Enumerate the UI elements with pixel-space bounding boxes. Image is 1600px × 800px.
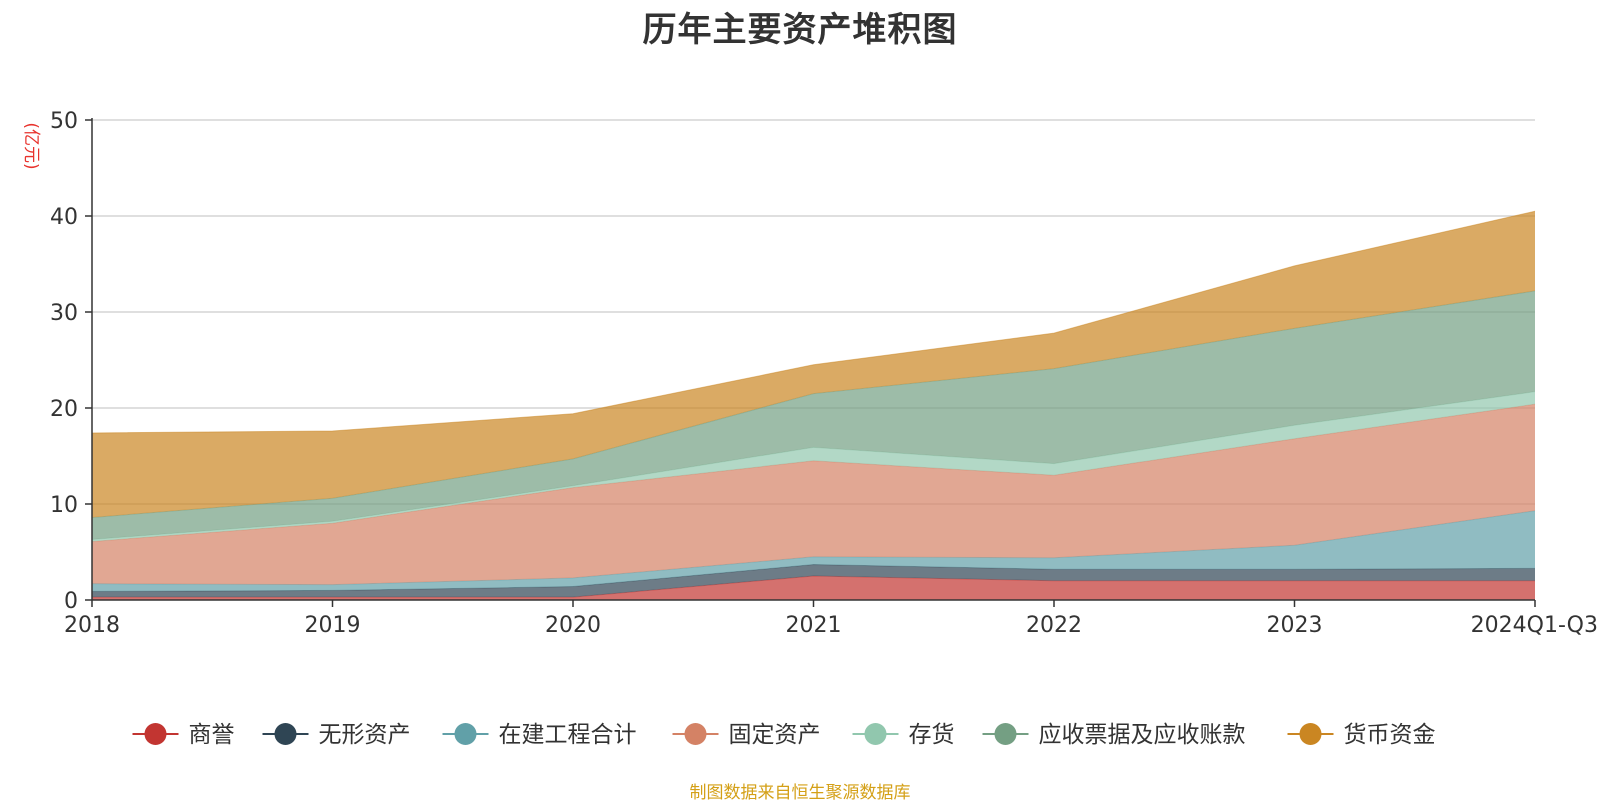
footer-source: 制图数据来自恒生聚源数据库	[689, 783, 911, 800]
x-tick-label: 2021	[786, 613, 842, 638]
legend-marker	[454, 723, 477, 745]
legend-item: 无形资产	[262, 722, 411, 748]
y-axis-label: (亿元)	[21, 122, 41, 169]
x-tick-label: 2022	[1026, 613, 1082, 638]
legend-label: 无形资产	[319, 722, 411, 748]
y-tick-label: 40	[50, 205, 78, 230]
legend-marker	[864, 723, 887, 745]
area-series	[92, 510, 1535, 592]
y-tick-label: 10	[50, 493, 78, 518]
legend-label: 固定资产	[729, 722, 821, 748]
legend-label: 货币资金	[1344, 722, 1436, 748]
chart-title: 历年主要资产堆积图	[642, 10, 958, 50]
y-tick-label: 30	[50, 301, 78, 326]
legend-label: 存货	[909, 722, 955, 748]
x-tick-label: 2023	[1267, 613, 1323, 638]
legend-item: 在建工程合计	[442, 722, 637, 748]
y-tick-label: 20	[50, 397, 78, 422]
y-tick-label: 50	[50, 109, 78, 134]
legend-marker	[1299, 723, 1322, 745]
area-series	[92, 404, 1535, 585]
legend-label: 应收票据及应收账款	[1039, 722, 1246, 748]
x-tick-label: 2019	[305, 613, 361, 638]
area-series	[92, 576, 1535, 600]
x-tick-label: 2024Q1-Q3	[1471, 613, 1598, 638]
x-tick-label: 2018	[64, 613, 120, 638]
x-tick-label: 2020	[545, 613, 601, 638]
axis-layer: 0 10 20 30 40 50 (亿元) 2018 2019 2020 2021 2022 2023 2…	[21, 109, 1598, 638]
legend-layer: 商誉 无形资产 在建工程合计 固定资产 存货 应收票据及应收账款 货币资金	[132, 722, 1436, 748]
area-series	[92, 290, 1535, 540]
legend-item: 货币资金	[1287, 722, 1436, 748]
legend-item: 存货	[852, 722, 955, 748]
legend-marker	[274, 723, 297, 745]
area-series	[92, 211, 1535, 518]
legend-marker	[144, 723, 167, 745]
legend-item: 固定资产	[672, 722, 821, 748]
y-tick-label: 0	[64, 589, 78, 614]
area-series-line	[91, 210, 1536, 434]
legend-marker	[684, 723, 707, 745]
legend-marker	[994, 723, 1017, 745]
legend-item: 应收票据及应收账款	[982, 722, 1246, 748]
legend-label: 商誉	[189, 722, 235, 748]
legend-item: 商誉	[132, 722, 235, 748]
legend-label: 在建工程合计	[499, 722, 637, 748]
area-layer	[91, 210, 1536, 600]
